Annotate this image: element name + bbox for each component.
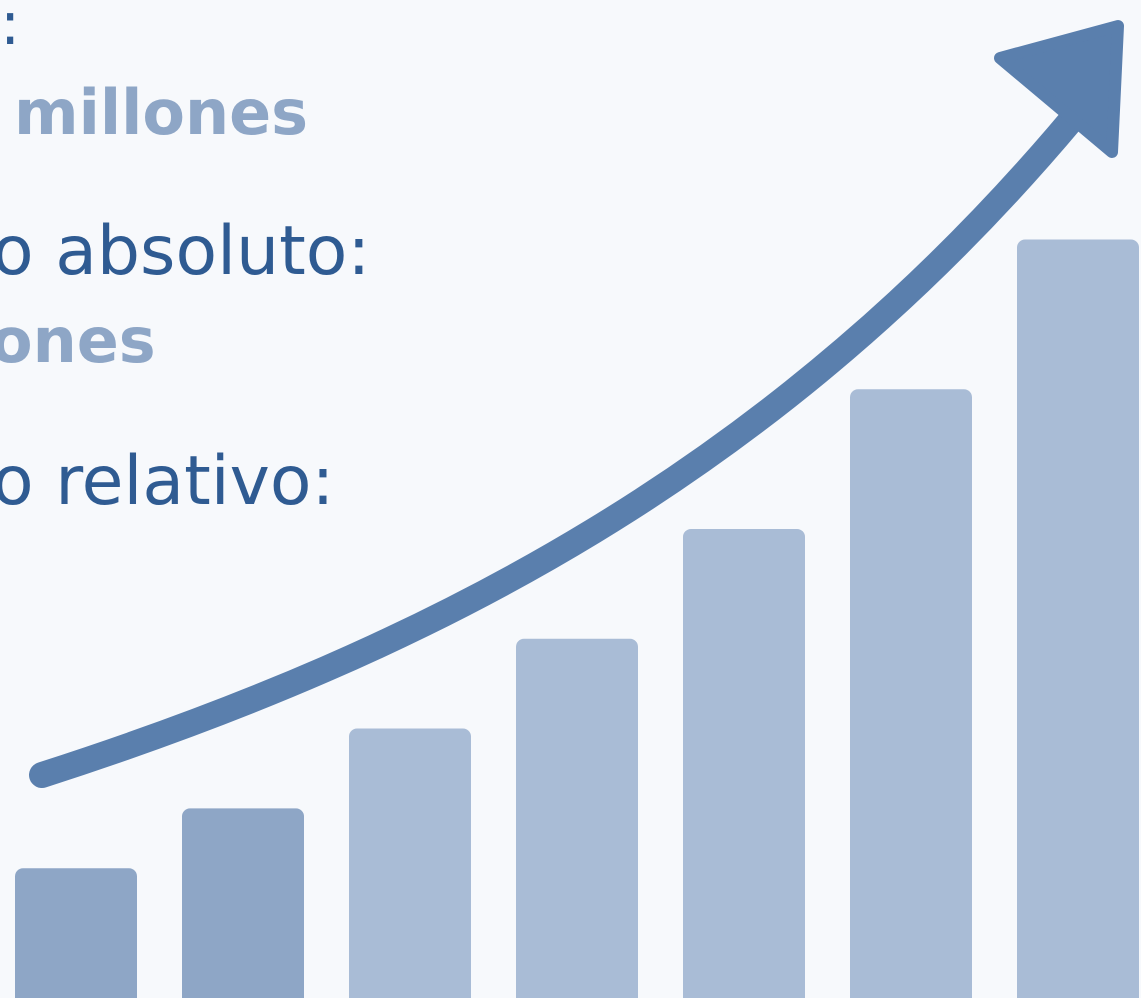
label-fragment-absoluto: o absoluto: [0,212,371,291]
trend-arrow-line [29,99,1091,788]
trend-arrow-head [994,20,1124,158]
bar-3 [349,728,471,998]
bar-6 [850,389,972,998]
label-fragment-colon: : [0,0,21,59]
label-fragment-ones: ones [0,304,156,377]
bar-7 [1017,239,1139,998]
bar-4 [516,638,638,998]
trend-arrow [29,20,1124,788]
bar-2 [182,808,304,998]
label-fragment-millones: millones [14,76,309,149]
bars-group [15,239,1139,998]
bar-5 [683,528,805,998]
label-fragment-relativo: o relativo: [0,442,335,521]
bar-1 [15,868,137,998]
